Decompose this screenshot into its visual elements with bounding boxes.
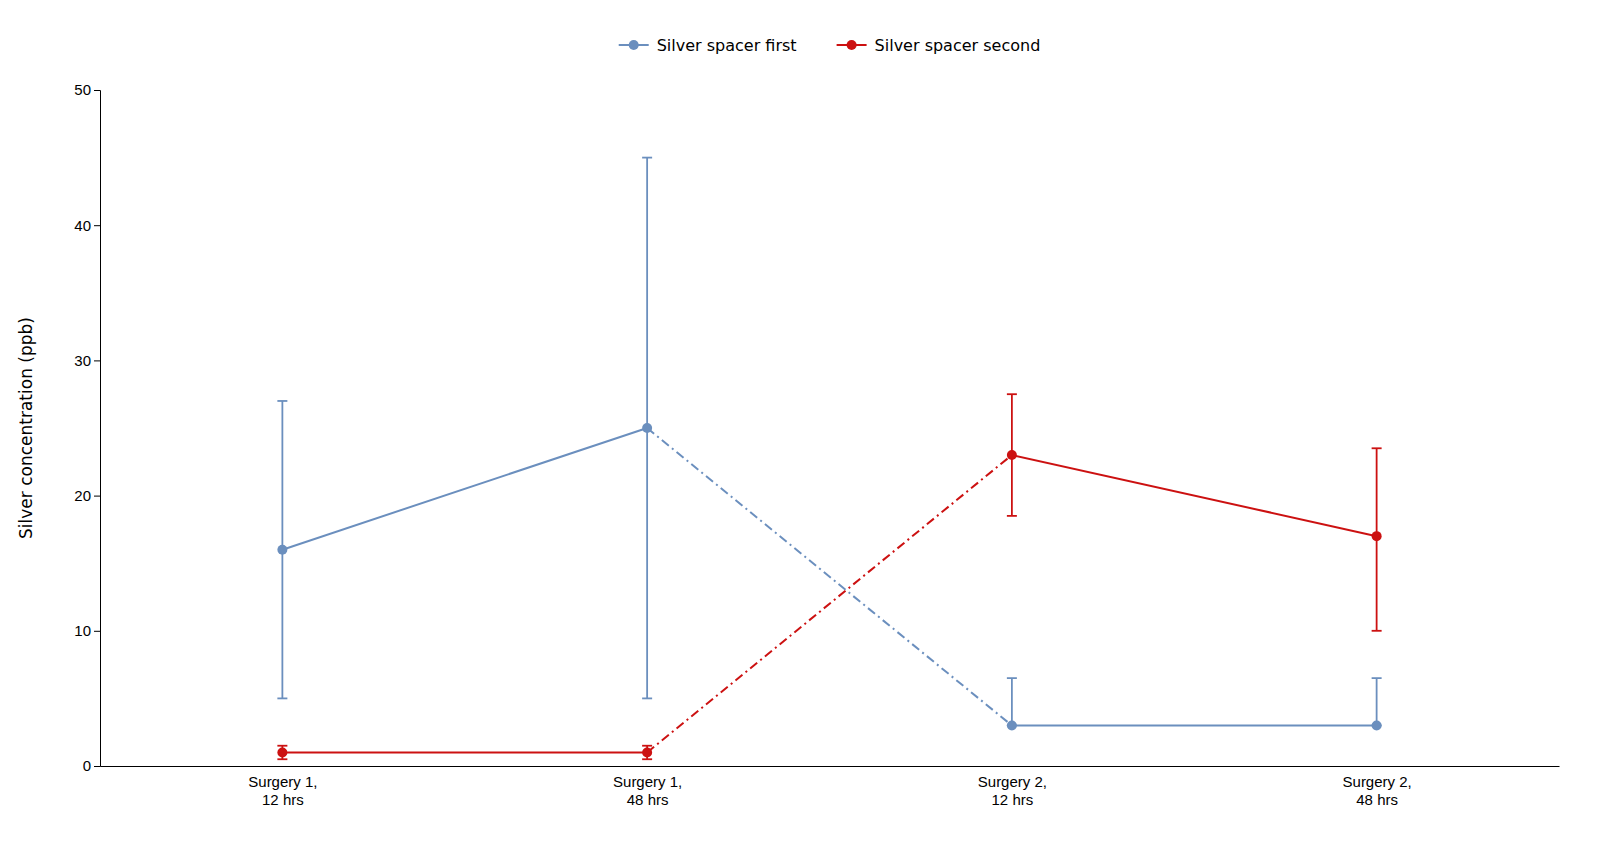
tick-mark <box>94 766 100 767</box>
tick: Surgery 2,48 hrs <box>1343 773 1412 808</box>
chart: 01020304050Surgery 1,12 hrsSurgery 1,48 … <box>0 0 1599 856</box>
error-bar-cap <box>642 758 652 760</box>
tick: 50 <box>74 81 100 98</box>
tick-label: Surgery 2,12 hrs <box>978 773 1047 808</box>
point <box>1372 531 1382 541</box>
error-bar <box>1007 678 1017 725</box>
tick-label: 40 <box>74 217 91 234</box>
error-bar-cap <box>642 157 652 159</box>
legend: Silver spacer first Silver spacer second <box>619 36 1041 55</box>
error-bar-cap <box>1372 447 1382 449</box>
error-bar <box>1372 678 1382 725</box>
tick-mark <box>94 225 100 226</box>
legend-item: Silver spacer second <box>837 36 1041 55</box>
tick: 30 <box>74 352 100 369</box>
error-bar-cap <box>1007 677 1017 679</box>
tick-label-line: 12 hrs <box>992 791 1034 808</box>
tick: Surgery 1,12 hrs <box>248 773 317 808</box>
point <box>277 747 287 757</box>
series <box>277 158 1381 731</box>
tick-label-line: 48 hrs <box>627 791 669 808</box>
error-bar-cap <box>1007 393 1017 395</box>
tick-label-line: Surgery 1, <box>613 773 682 790</box>
tick: 20 <box>74 487 100 504</box>
tick-label: Surgery 1,48 hrs <box>613 773 682 808</box>
point <box>642 747 652 757</box>
tick-mark <box>94 90 100 91</box>
line-segment <box>647 428 1012 725</box>
tick-label: Surgery 1,12 hrs <box>248 773 317 808</box>
error-bar <box>1007 394 1017 516</box>
tick-label-line: 12 hrs <box>262 791 304 808</box>
legend-label: Silver spacer second <box>875 36 1041 55</box>
tick-label: 20 <box>74 487 91 504</box>
error-bar-cap <box>642 698 652 700</box>
line-segment <box>647 455 1012 752</box>
error-bar <box>1372 448 1382 631</box>
error-bar <box>642 158 652 699</box>
legend-marker <box>847 40 857 50</box>
error-bar <box>277 401 287 698</box>
error-bar-stem <box>1011 678 1013 725</box>
line-segment <box>1012 455 1377 536</box>
tick: 0 <box>83 757 100 774</box>
tick-mark <box>94 631 100 632</box>
x-axis: Surgery 1,12 hrsSurgery 1,48 hrsSurgery … <box>101 767 1560 808</box>
point <box>642 423 652 433</box>
y-axis: 0 10 20 30 40 50 <box>74 81 100 774</box>
point <box>1007 720 1017 730</box>
series <box>277 394 1381 759</box>
tick-label: 10 <box>74 622 91 639</box>
error-bar-cap <box>277 698 287 700</box>
tick: Surgery 1,48 hrs <box>613 773 682 808</box>
tick-label: 30 <box>74 352 91 369</box>
error-bar-cap <box>1007 515 1017 517</box>
tick-mark <box>94 496 100 497</box>
line-segment <box>282 751 647 753</box>
legend-marker <box>629 40 639 50</box>
error-bar <box>277 746 287 760</box>
tick-label-line: Surgery 1, <box>248 773 317 790</box>
marks <box>277 158 1381 760</box>
error-bar-cap <box>1372 630 1382 632</box>
error-bar <box>642 746 652 760</box>
error-bar-cap <box>277 400 287 402</box>
tick-label-line: Surgery 2, <box>1343 773 1412 790</box>
legend-item: Silver spacer first <box>619 36 797 55</box>
error-bar-cap <box>642 745 652 747</box>
legend-label: Silver spacer first <box>657 36 797 55</box>
tick-label: 0 <box>83 757 91 774</box>
point <box>277 545 287 555</box>
tick-label: 50 <box>74 81 91 98</box>
error-bar-cap <box>1372 677 1382 679</box>
tick: Surgery 2,12 hrs <box>978 773 1047 808</box>
y-axis-title: Silver concentration (ppb) <box>16 317 36 539</box>
line-segment <box>1012 724 1377 726</box>
tick-label: Surgery 2,48 hrs <box>1343 773 1412 808</box>
tick-mark <box>94 360 100 361</box>
plot: 01020304050Surgery 1,12 hrsSurgery 1,48 … <box>74 81 1559 807</box>
point <box>1372 720 1382 730</box>
error-bar-cap <box>277 745 287 747</box>
error-bar-stem <box>1376 678 1378 725</box>
tick: 40 <box>74 217 100 234</box>
tick-label-line: 48 hrs <box>1356 791 1398 808</box>
tick-label-line: Surgery 2, <box>978 773 1047 790</box>
line-segment <box>282 428 647 550</box>
axis-line <box>101 766 1560 767</box>
axis-line <box>94 91 101 767</box>
error-bar-cap <box>277 758 287 760</box>
tick: 10 <box>74 622 100 639</box>
point <box>1007 450 1017 460</box>
